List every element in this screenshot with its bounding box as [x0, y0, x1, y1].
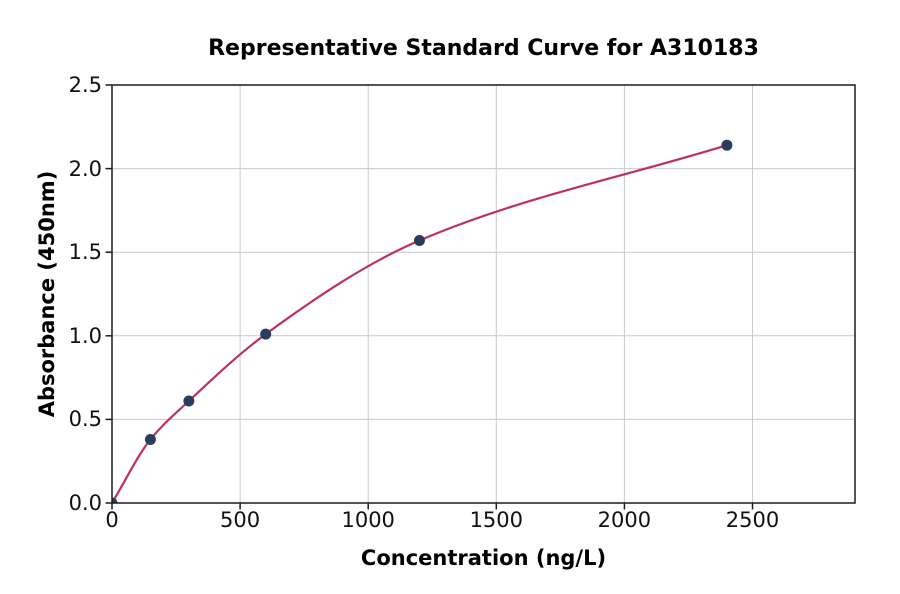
y-tick-label: 0.0	[68, 491, 102, 515]
x-tick-label: 1500	[469, 508, 524, 532]
axis-tick-marks	[105, 84, 754, 510]
data-point-marker	[183, 395, 195, 407]
y-axis-label: Absorbance (450nm)	[35, 170, 59, 418]
x-tick-label: 1000	[341, 508, 395, 532]
plot-border	[111, 84, 856, 504]
data-point-marker	[144, 433, 156, 445]
x-tick-label: 2500	[725, 508, 780, 532]
y-tick-label: 1.5	[68, 240, 102, 265]
data-layer	[112, 139, 733, 503]
gridlines	[111, 84, 855, 504]
y-tick-label: 0.5	[68, 407, 102, 432]
y-tick-label: 2.5	[68, 73, 102, 97]
chart-title: Representative Standard Curve for A31018…	[208, 36, 759, 61]
data-point-marker	[260, 328, 272, 340]
x-tick-label: 500	[220, 508, 261, 532]
x-tick-label: 0	[105, 508, 119, 532]
x-tick-label: 2000	[597, 508, 652, 532]
x-axis-label: Concentration (ng/L)	[360, 546, 607, 570]
y-tick-label: 2.0	[68, 156, 102, 181]
fit-curve-line	[112, 144, 728, 503]
data-point-marker	[721, 139, 733, 151]
data-point-marker	[413, 234, 425, 246]
data-points	[112, 139, 733, 503]
y-tick-label: 1.0	[68, 323, 102, 348]
data-point-marker	[112, 497, 118, 503]
